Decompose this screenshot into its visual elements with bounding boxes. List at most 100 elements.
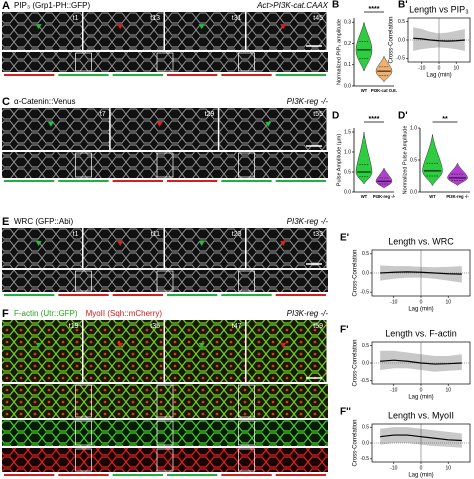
y-tick-label: 0.0	[344, 83, 351, 89]
micrograph-frame	[165, 228, 245, 268]
panel-letter: C	[2, 96, 10, 108]
y-tick-label: 0.5	[362, 343, 369, 349]
micrograph-frame	[165, 320, 245, 382]
arrowhead	[35, 241, 42, 246]
kymograph	[2, 152, 328, 178]
time-label: t7	[100, 111, 106, 118]
y-tick-label: 0.5	[362, 424, 369, 430]
arrowhead	[117, 241, 124, 246]
kymograph	[2, 270, 328, 292]
x-tick-label: PI3K-cat O.E.	[371, 88, 397, 93]
x-tick-label: -10	[390, 387, 397, 393]
kymograph-box	[75, 384, 92, 418]
x-tick-label: 10	[445, 387, 451, 393]
x-tick-label: 10	[453, 65, 459, 71]
kymograph-box	[238, 152, 255, 178]
arrowhead	[198, 24, 205, 30]
y-tick-label: 0.0	[398, 37, 405, 43]
time-label: t19	[69, 323, 79, 330]
x-tick-label: -10	[390, 465, 397, 471]
y-tick-label: 1.0	[410, 125, 417, 131]
panel-letter: B	[332, 0, 339, 11]
condition-label: PI3K-reg -/-	[287, 309, 329, 318]
y-tick-label: 1.5	[344, 129, 351, 135]
time-label: t47	[232, 323, 242, 330]
x-axis-label: Lag (min)	[408, 473, 433, 479]
kymograph	[2, 420, 328, 446]
time-label: t59	[313, 323, 323, 330]
micrograph-frame	[246, 12, 327, 50]
x-tick-label: WT	[361, 88, 368, 93]
x-tick-label: PI3K-reg -/-	[373, 194, 396, 199]
arrowhead	[280, 241, 287, 246]
y-tick-label: 1.0	[344, 149, 351, 155]
micrograph-frame	[2, 108, 110, 150]
y-tick-label: 0.0	[362, 360, 369, 366]
chart-title: Length vs. WRC	[388, 236, 454, 246]
panel-letter: D	[332, 111, 339, 122]
significance-label: **	[442, 116, 448, 123]
time-label: t29	[205, 111, 215, 118]
violin-body	[355, 131, 373, 185]
mean-line	[380, 359, 462, 365]
kymograph-box	[156, 152, 174, 178]
panel-letter: D'	[398, 111, 408, 122]
y-tick-label: -0.5	[360, 456, 369, 462]
condition-label: PI3K-reg -/-	[287, 217, 329, 226]
time-label: t55	[313, 111, 323, 118]
arrowhead	[198, 241, 205, 246]
violin-body	[447, 162, 468, 187]
micrograph-frame	[83, 228, 164, 268]
violin-body	[422, 134, 443, 187]
arrowhead	[117, 24, 124, 30]
x-axis-label: Lag (min)	[408, 395, 433, 401]
y-tick-label: 0.5	[344, 169, 351, 175]
kymograph-box	[75, 52, 92, 72]
kymograph-box	[75, 152, 92, 178]
y-axis-label: Normalized Pulse Amplitude	[402, 126, 408, 195]
mean-line	[413, 37, 465, 42]
kymograph-box	[156, 52, 174, 72]
kymograph-box	[75, 420, 92, 446]
y-tick-label: 0.1	[344, 62, 351, 68]
arrowhead	[117, 342, 124, 348]
x-tick-label: 10	[445, 465, 451, 471]
kymograph-box	[156, 420, 174, 446]
significance-label: ****	[369, 116, 380, 123]
y-tick-label: 0.0	[344, 189, 351, 195]
time-label: t31	[232, 15, 242, 22]
arrowhead	[47, 121, 54, 127]
micrograph-frame	[110, 108, 218, 150]
panel-letter: F'	[340, 325, 349, 336]
violin-body	[375, 167, 393, 189]
channel-label: WRC (GFP::Abi)	[14, 217, 73, 226]
x-tick-label: WT	[429, 194, 436, 199]
x-tick-label: 10	[445, 299, 451, 305]
panel-letter: E	[2, 216, 9, 228]
arrowhead	[198, 342, 205, 348]
kymograph-box	[238, 384, 255, 418]
x-tick-label: 0	[420, 299, 423, 305]
y-tick-label: 0.2	[344, 41, 351, 47]
kymograph-box	[238, 270, 255, 292]
condition-label: Act>PI3K-cat.CAAX	[256, 1, 329, 10]
y-tick-label: 0.5	[398, 19, 405, 25]
x-tick-label: PI3K-reg -/-	[446, 194, 469, 199]
kymograph	[2, 52, 328, 72]
arrowhead	[280, 24, 287, 30]
mean-line	[380, 271, 462, 275]
micrograph-frame	[165, 12, 245, 50]
kymograph	[2, 448, 328, 472]
time-label: t45	[313, 15, 323, 22]
kymograph-box	[75, 270, 92, 292]
y-axis-label: Cross-Correlation	[353, 249, 359, 296]
channel-label: α-Catenin::Venus	[14, 97, 76, 106]
y-tick-label: 0.0	[362, 440, 369, 446]
significance-label: ****	[369, 6, 380, 13]
kymograph-box	[75, 448, 92, 472]
arrowhead	[35, 342, 42, 348]
mean-line	[380, 434, 462, 442]
micrograph-frame	[83, 12, 164, 50]
y-axis-label: Cross-Correlation	[353, 419, 359, 466]
